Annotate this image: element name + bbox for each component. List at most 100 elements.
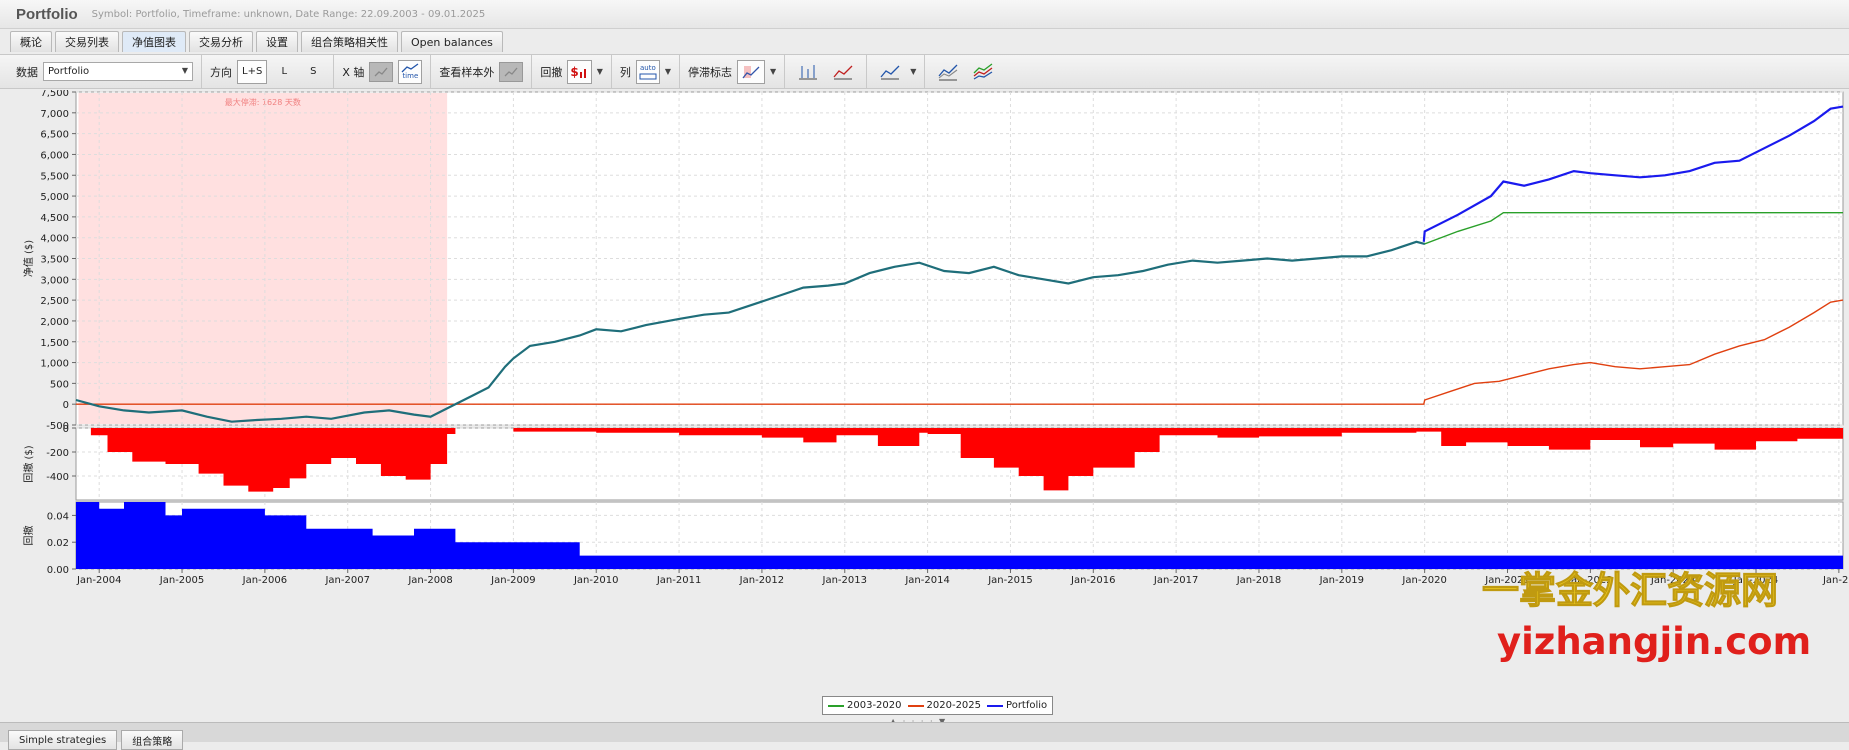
xaxis-time-button[interactable]: time bbox=[398, 59, 423, 84]
tab-simple-strategies[interactable]: Simple strategies bbox=[8, 730, 118, 750]
x-tick-label: Jan-2018 bbox=[1236, 575, 1281, 586]
data-label: 数据 bbox=[16, 65, 38, 79]
x-tick-label: Jan-2008 bbox=[407, 575, 452, 586]
tab-portfolio-strategies[interactable]: 组合策略 bbox=[121, 730, 184, 750]
direction-both-button[interactable]: L+S bbox=[237, 59, 268, 84]
line-chart-button[interactable] bbox=[828, 60, 858, 84]
y-tick-label: 0.02 bbox=[47, 538, 69, 549]
columns-auto-button[interactable]: auto bbox=[635, 59, 660, 84]
tab-trade-list[interactable]: 交易列表 bbox=[55, 31, 119, 52]
drawdown-label: 回撤 bbox=[540, 65, 563, 79]
y-tick-label: 2,500 bbox=[40, 296, 69, 307]
tab-open-balances[interactable]: Open balances bbox=[401, 31, 503, 52]
ohlc-chart-icon bbox=[799, 64, 818, 79]
stagnation-group: 停滞标志 ▼ bbox=[680, 55, 786, 88]
x-tick-label: Jan-2013 bbox=[822, 575, 867, 586]
y-tick-label: -500 bbox=[46, 421, 69, 432]
legend-label: 2003-2020 bbox=[847, 700, 902, 711]
legend-swatch bbox=[907, 704, 924, 707]
multi-series-chart-button[interactable] bbox=[968, 60, 998, 84]
window-subtitle: Symbol: Portfolio, Timeframe: unknown, D… bbox=[91, 8, 486, 20]
series-chart-button[interactable] bbox=[875, 60, 905, 84]
oos-group: 查看样本外 bbox=[431, 55, 533, 88]
x-tick-label: Jan-2016 bbox=[1070, 575, 1115, 586]
x-tick-label: Jan-2010 bbox=[573, 575, 618, 586]
tab-equity-chart[interactable]: 净值图表 bbox=[122, 31, 186, 52]
chevron-down-icon[interactable]: ▼ bbox=[770, 67, 777, 76]
y-tick-label: 1,000 bbox=[40, 359, 69, 370]
watermark-text-cn: 一掌金外汇资源网 bbox=[1482, 569, 1779, 613]
y-axis-label: 净值 ($) bbox=[22, 240, 35, 277]
tab-correlation[interactable]: 组合策略相关性 bbox=[301, 31, 398, 52]
drawdown-area bbox=[76, 428, 1843, 492]
y-tick-label: -200 bbox=[46, 448, 69, 459]
x-tick-label: Jan-2015 bbox=[987, 575, 1032, 586]
y-tick-label: 1,500 bbox=[40, 338, 69, 349]
chevron-down-icon[interactable]: ▼ bbox=[664, 67, 672, 76]
direction-short-button[interactable]: S bbox=[310, 66, 317, 77]
data-select[interactable]: Portfolio ▼ bbox=[43, 62, 193, 81]
x-tick-label: Jan-20 bbox=[1822, 575, 1849, 586]
drawdown-mode-button[interactable]: $ bbox=[567, 59, 592, 84]
x-tick-label: Jan-2011 bbox=[656, 575, 701, 586]
oos-toggle-button[interactable] bbox=[499, 61, 524, 82]
x-tick-label: Jan-2022 bbox=[1567, 575, 1612, 586]
dollar-icon: $ bbox=[570, 64, 579, 79]
y-tick-label: 6,500 bbox=[40, 130, 69, 141]
xaxis-trades-button[interactable] bbox=[369, 61, 394, 82]
y-axis-label: 回撤 ($) bbox=[22, 445, 35, 482]
time-chart-icon bbox=[401, 63, 419, 73]
chevron-down-icon[interactable]: ▼ bbox=[910, 67, 917, 76]
y-tick-label: 5,500 bbox=[40, 171, 69, 182]
chart-toolbar: 数据 Portfolio ▼ 方向 L+S L S X 轴 time 查看样本外… bbox=[0, 54, 1849, 89]
x-tick-label: Jan-2019 bbox=[1319, 575, 1364, 586]
y-tick-label: 0 bbox=[63, 400, 69, 411]
x-tick-label: Jan-2005 bbox=[159, 575, 204, 586]
y-axis-label: 回撤 bbox=[22, 526, 35, 546]
legend-item: Portfolio bbox=[987, 700, 1047, 711]
line-chart-icon bbox=[504, 67, 518, 76]
x-tick-label: Jan-2007 bbox=[324, 575, 369, 586]
columns-label: 列 bbox=[619, 65, 631, 79]
stagnation-toggle-button[interactable] bbox=[737, 59, 766, 84]
tab-trade-analysis[interactable]: 交易分析 bbox=[189, 31, 253, 52]
compare-chart-icon bbox=[938, 64, 958, 80]
series-group: ▼ bbox=[867, 55, 926, 88]
bar-chart-icon bbox=[579, 68, 586, 78]
legend-swatch bbox=[987, 704, 1004, 707]
stagnation-label: 停滞标志 bbox=[688, 65, 733, 79]
x-tick-label: Jan-2020 bbox=[1401, 575, 1446, 586]
y-tick-label: 6,000 bbox=[40, 150, 69, 161]
legend-label: 2020-2025 bbox=[926, 700, 982, 711]
line-chart-icon bbox=[880, 65, 900, 79]
line-chart-icon bbox=[833, 65, 853, 79]
chevron-down-icon: ▼ bbox=[181, 66, 188, 75]
tab-overview[interactable]: 概论 bbox=[10, 31, 52, 52]
y-tick-label: 3,500 bbox=[40, 255, 69, 266]
oos-label: 查看样本外 bbox=[439, 65, 495, 79]
x-tick-label: Jan-2024 bbox=[1733, 575, 1778, 586]
overlay-chart-button[interactable] bbox=[933, 60, 963, 84]
exposure-area bbox=[76, 502, 1843, 569]
line-chart-icon bbox=[374, 67, 388, 76]
y-tick-label: 0.04 bbox=[47, 511, 69, 522]
x-tick-label: Jan-2014 bbox=[904, 575, 949, 586]
x-tick-label: Jan-2023 bbox=[1650, 575, 1695, 586]
chevron-down-icon[interactable]: ▼ bbox=[596, 67, 603, 76]
y-tick-label: 5,000 bbox=[40, 192, 69, 203]
legend-item: 2003-2020 bbox=[828, 700, 902, 711]
x-tick-label: Jan-2009 bbox=[490, 575, 535, 586]
direction-label: 方向 bbox=[210, 65, 232, 79]
xaxis-label: X 轴 bbox=[342, 65, 365, 79]
columns-icon bbox=[639, 73, 657, 79]
direction-long-button[interactable]: L bbox=[281, 66, 288, 77]
columns-group: 列 auto ▼ bbox=[612, 55, 681, 88]
title-bar: Portfolio Symbol: Portfolio, Timeframe: … bbox=[0, 0, 1849, 29]
bar-chart-button[interactable] bbox=[793, 60, 823, 84]
tab-settings[interactable]: 设置 bbox=[256, 31, 298, 52]
panel-splitter-handle[interactable]: ▲ · · · · ▼ bbox=[890, 717, 947, 726]
equity-chart-area: 最大停滞: 1628 天数 -500 0 500 1,000 1,500 2,000 2,50… bbox=[0, 88, 1849, 710]
x-tick-label: Jan-2012 bbox=[739, 575, 784, 586]
y-tick-label: 4,000 bbox=[40, 234, 69, 245]
chart-legend: 2003-2020 2020-2025 Portfolio bbox=[822, 696, 1054, 715]
